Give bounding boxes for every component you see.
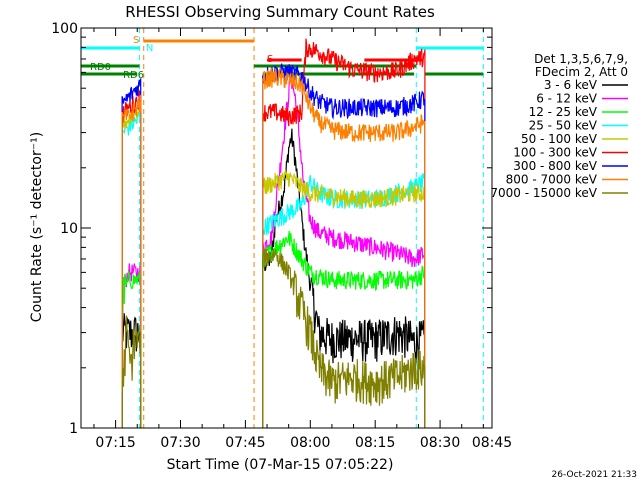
plot-frame	[80, 27, 493, 429]
chart-title: RHESSI Observing Summary Count Rates	[125, 3, 435, 21]
annotation-label: RD0	[90, 62, 111, 73]
legend-entry-label: 800 - 7000 keV	[506, 173, 598, 187]
legend-entry-label: 300 - 800 keV	[513, 159, 597, 173]
series-line	[121, 313, 142, 428]
series-line	[121, 78, 142, 428]
x-tick-label: 08:45	[472, 435, 512, 451]
x-tick-label: 07:15	[95, 435, 135, 451]
annotation-label: S	[267, 54, 273, 65]
series-line	[262, 169, 426, 428]
series-line	[262, 63, 426, 428]
legend-entry-label: 12 - 25 keV	[529, 105, 598, 119]
series-line	[262, 67, 426, 428]
legend: Det 1,3,5,6,7,9,FDecim 2, Att 03 - 6 keV…	[490, 52, 628, 200]
legend-entry-label: 50 - 100 keV	[521, 132, 598, 146]
axes: 07:15 07:30 07:45 08:00 08:15 08:30 08:45 1 10 10…	[51, 21, 512, 451]
y-tick-label: 10	[60, 221, 78, 237]
legend-entry-label: 7000 - 15000 keV	[490, 186, 597, 200]
series-line	[262, 38, 426, 428]
series-line	[262, 173, 426, 428]
legend-entry-label: 100 - 300 keV	[513, 146, 597, 160]
x-tick-label: 07:45	[225, 435, 265, 451]
series-line	[121, 89, 142, 428]
x-tick-label: 08:15	[355, 435, 395, 451]
series-line	[121, 94, 142, 428]
series-line	[262, 128, 426, 428]
series-line	[121, 99, 142, 428]
y-tick-label: 1	[69, 421, 78, 437]
x-tick-label: 08:00	[290, 435, 330, 451]
x-axis-label: Start Time (07-Mar-15 07:05:22)	[167, 457, 394, 473]
x-tick-label: 08:30	[420, 435, 460, 451]
series-line	[262, 66, 426, 428]
legend-entry-label: 6 - 12 keV	[536, 92, 598, 106]
generation-timestamp: 26-Oct-2021 21:33	[552, 470, 637, 480]
annotation-label: N	[146, 43, 153, 54]
legend-header: Det 1,3,5,6,7,9,	[534, 52, 628, 66]
y-axis-label: Count Rate (s⁻¹ detector⁻¹)	[29, 132, 45, 322]
x-tick-label: 07:30	[160, 435, 200, 451]
legend-entry-label: 3 - 6 keV	[544, 78, 598, 92]
annotation-label: RD6	[123, 70, 144, 81]
plot-area	[121, 38, 426, 428]
series-line	[262, 230, 426, 428]
legend-entry-label: 25 - 50 keV	[529, 119, 598, 133]
series-line	[121, 315, 142, 428]
series-line	[262, 249, 426, 428]
y-tick-label: 100	[51, 21, 78, 37]
annotation-label: S	[133, 35, 139, 46]
legend-header: FDecim 2, Att 0	[535, 65, 628, 79]
series-line	[121, 269, 142, 428]
